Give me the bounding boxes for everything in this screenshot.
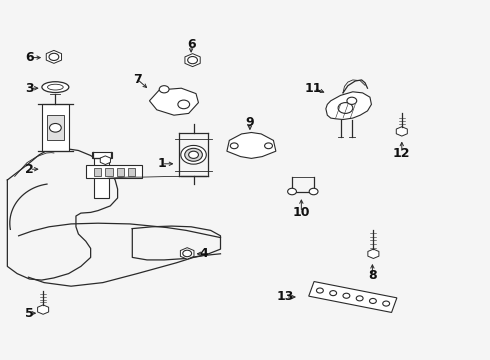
- Bar: [128, 168, 135, 176]
- Circle shape: [356, 296, 363, 301]
- Text: 8: 8: [368, 269, 377, 282]
- Circle shape: [230, 143, 238, 149]
- Text: 2: 2: [25, 163, 34, 176]
- Text: 3: 3: [25, 82, 34, 95]
- Bar: [86, 165, 142, 178]
- Polygon shape: [326, 92, 371, 120]
- Circle shape: [181, 145, 206, 164]
- Text: 4: 4: [199, 247, 208, 260]
- Polygon shape: [149, 88, 198, 115]
- Circle shape: [178, 100, 190, 109]
- Bar: [47, 115, 64, 140]
- Ellipse shape: [48, 84, 63, 90]
- Text: 1: 1: [157, 157, 166, 170]
- Circle shape: [347, 97, 357, 104]
- Text: 6: 6: [25, 51, 34, 64]
- Ellipse shape: [42, 82, 69, 93]
- Text: 6: 6: [187, 39, 196, 51]
- Circle shape: [288, 188, 296, 195]
- Text: 5: 5: [25, 307, 34, 320]
- Polygon shape: [368, 249, 379, 258]
- Circle shape: [185, 148, 202, 161]
- Circle shape: [265, 143, 272, 149]
- Bar: [92, 152, 112, 158]
- Circle shape: [383, 301, 390, 306]
- Bar: [117, 168, 124, 176]
- Circle shape: [49, 53, 59, 60]
- Circle shape: [317, 288, 323, 293]
- Circle shape: [343, 293, 350, 298]
- Circle shape: [183, 250, 192, 257]
- Polygon shape: [396, 127, 407, 136]
- Circle shape: [330, 291, 337, 296]
- Text: 12: 12: [393, 147, 411, 159]
- Polygon shape: [309, 282, 397, 312]
- Circle shape: [159, 86, 169, 93]
- Bar: [94, 168, 101, 176]
- Bar: [94, 157, 109, 198]
- Bar: [105, 168, 113, 176]
- Bar: [42, 104, 69, 151]
- Polygon shape: [46, 50, 62, 63]
- Text: 13: 13: [277, 291, 294, 303]
- Text: 10: 10: [293, 206, 310, 219]
- Circle shape: [338, 103, 353, 113]
- Circle shape: [369, 298, 376, 303]
- Text: 11: 11: [305, 82, 322, 95]
- Circle shape: [189, 151, 198, 158]
- Text: 9: 9: [245, 116, 254, 129]
- Circle shape: [188, 57, 197, 64]
- Polygon shape: [227, 132, 276, 158]
- Polygon shape: [180, 248, 194, 259]
- Circle shape: [309, 188, 318, 195]
- Polygon shape: [38, 305, 49, 314]
- Polygon shape: [100, 156, 110, 165]
- Text: 7: 7: [133, 73, 142, 86]
- Circle shape: [49, 123, 61, 132]
- Polygon shape: [185, 54, 200, 67]
